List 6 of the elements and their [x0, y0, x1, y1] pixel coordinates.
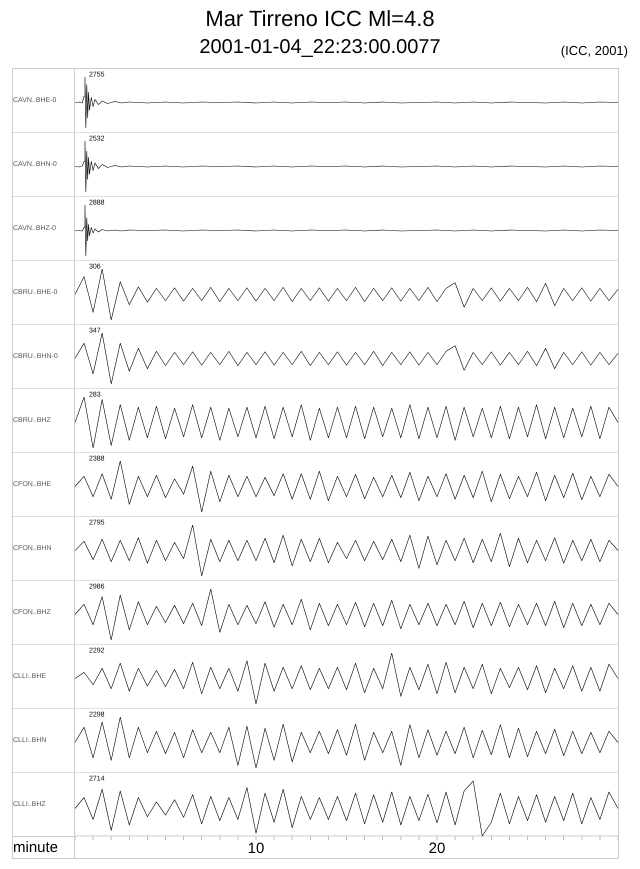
chart-title: Mar Tirreno ICC Ml=4.8 — [204, 6, 436, 32]
x-tick-label: 20 — [428, 840, 446, 858]
chart-subtitle: 2001-01-04_22:23:00.0077 — [199, 36, 441, 58]
text: (ICC, 2001) — [560, 43, 628, 58]
x-axis-title: minute — [13, 836, 74, 858]
x-tick-label: 10 — [248, 840, 264, 858]
